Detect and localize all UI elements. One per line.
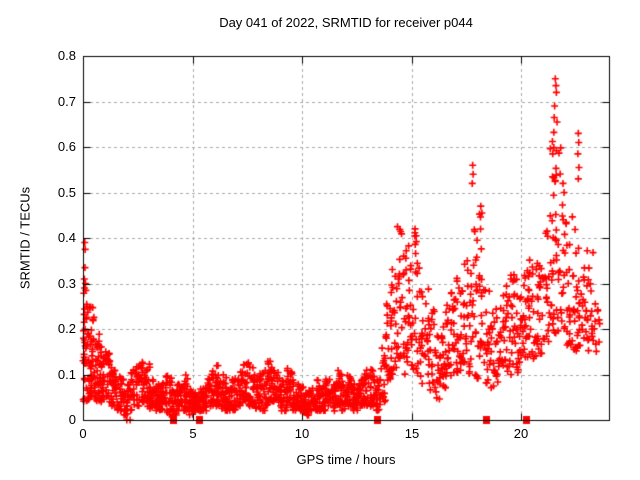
y-tick-label: 0.7 bbox=[57, 94, 76, 109]
chart-title: Day 041 of 2022, SRMTID for receiver p04… bbox=[219, 15, 473, 30]
y-tick-label: 0.2 bbox=[57, 321, 76, 336]
y-tick-label: 0.6 bbox=[57, 139, 76, 154]
x-tick-label: 15 bbox=[404, 426, 420, 441]
x-tick-label: 5 bbox=[189, 426, 197, 441]
y-tick-label: 0.3 bbox=[57, 276, 76, 291]
y-tick-label: 0.5 bbox=[57, 185, 76, 200]
x-tick-label: 20 bbox=[513, 426, 529, 441]
x-axis-label: GPS time / hours bbox=[296, 452, 396, 467]
y-tick-label: 0 bbox=[68, 412, 76, 427]
y-tick-label: 0.4 bbox=[57, 230, 76, 245]
y-tick-label: 0.1 bbox=[57, 367, 76, 382]
y-tick-label: 0.8 bbox=[57, 48, 76, 63]
x-tick-label: 10 bbox=[294, 426, 310, 441]
x-tick-label: 0 bbox=[79, 426, 87, 441]
